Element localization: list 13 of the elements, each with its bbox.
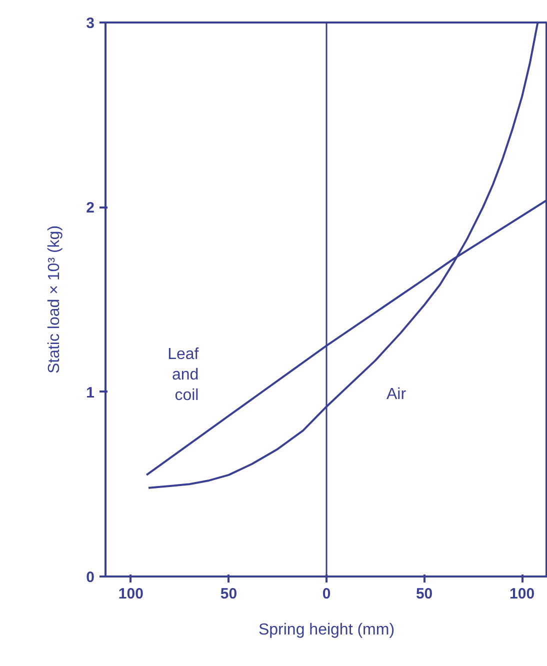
x-tick-label: 50 xyxy=(416,586,433,602)
x-tick-label: 50 xyxy=(220,586,238,602)
x-tick-label: 0 xyxy=(322,586,331,602)
y-tick-label: 2 xyxy=(86,200,94,217)
series-label: Air xyxy=(386,386,407,404)
series-label: Leaf and coil xyxy=(168,346,200,404)
x-axis-title: Spring height (mm) xyxy=(258,622,395,638)
x-tick-label: 100 xyxy=(510,586,535,602)
y-tick-label: 3 xyxy=(86,15,94,32)
y-axis-title: Static load × 10³ (kg) xyxy=(46,225,64,374)
y-tick-label: 0 xyxy=(86,569,94,586)
y-tick-label: 1 xyxy=(86,384,94,402)
x-tick-label: 100 xyxy=(118,586,144,602)
